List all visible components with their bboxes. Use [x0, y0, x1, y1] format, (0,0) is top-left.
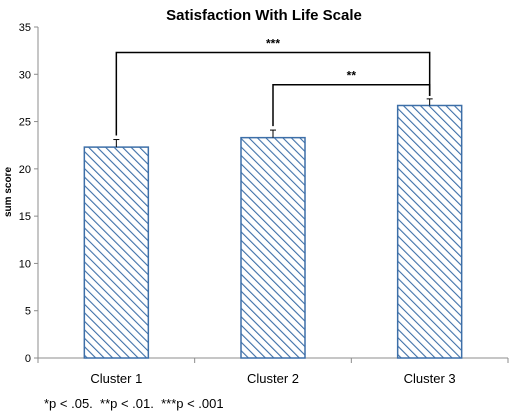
y-axis-label: sum score: [3, 167, 14, 217]
significance-brackets: *****: [115, 37, 431, 136]
significance-bracket: [115, 51, 431, 136]
category-label: Cluster 1: [90, 371, 142, 386]
category-label: Cluster 3: [404, 371, 456, 386]
y-tick-label: 35: [19, 22, 31, 34]
y-tick-label: 10: [19, 258, 31, 270]
y-tick-label: 0: [25, 353, 31, 365]
significance-label: **: [347, 69, 357, 83]
y-tick-label: 25: [19, 117, 31, 129]
y-tick-label: 20: [19, 164, 31, 176]
y-tick-label: 5: [25, 306, 31, 318]
y-tick-label: 30: [19, 69, 31, 81]
significance-footnote: *p < .05. **p < .01. ***p < .001: [44, 396, 224, 411]
bar-chart: Satisfaction With Life Scale sum score 0…: [3, 7, 509, 386]
category-label: Cluster 2: [247, 371, 299, 386]
significance-label: ***: [266, 37, 280, 51]
y-tick-label: 15: [19, 211, 31, 223]
bar: [396, 104, 463, 359]
chart-title: Satisfaction With Life Scale: [166, 7, 362, 24]
bar: [83, 146, 150, 359]
significance-bracket: [272, 83, 431, 127]
bar: [240, 136, 306, 359]
bars: Cluster 1 Cluster 2 Cluster 3: [83, 98, 463, 386]
